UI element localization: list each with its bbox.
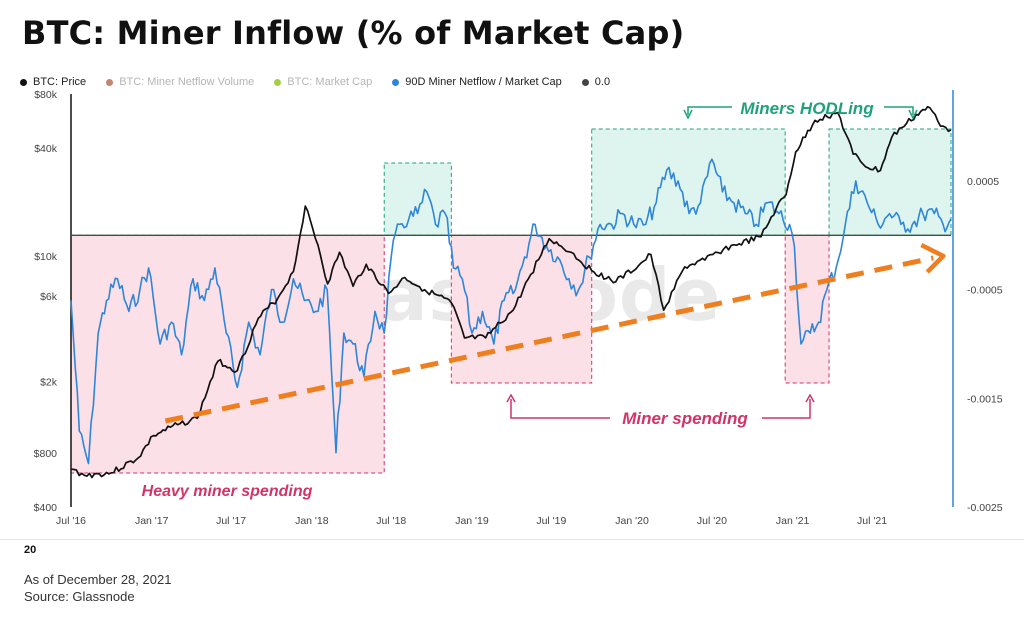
hodl-arrow-left	[683, 109, 693, 120]
spend-bracket-right	[762, 399, 811, 419]
x-tick-label: Jan '21	[776, 515, 810, 527]
x-tick-label: Jan '17	[135, 515, 169, 527]
legend-swatch	[274, 78, 282, 86]
x-tick-label: Jan '20	[615, 515, 649, 527]
x-tick-label: Jul '17	[216, 515, 246, 527]
trend-arrow-head	[920, 242, 946, 274]
price-series-line	[70, 105, 952, 479]
spend-bracket-left	[510, 399, 610, 419]
hodling-region	[591, 128, 786, 236]
spending-region	[450, 234, 593, 384]
x-tick-label: Jul '16	[56, 515, 86, 527]
hodl-bracket-left	[687, 106, 732, 115]
legend-label: BTC: Price	[33, 76, 87, 88]
hodling-region	[828, 128, 952, 236]
chart-plot: glassnode$80k$40k$10k$6k$2k$800$4000.000…	[34, 89, 1003, 527]
legend-item-miner-netflow-volume[interactable]: BTC: Miner Netflow Volume	[106, 76, 254, 88]
legend-swatch	[20, 78, 27, 86]
x-tick-label: Jan '19	[455, 515, 489, 527]
x-tick-label: Jul '21	[857, 515, 887, 527]
spending-label: Miner spending	[622, 409, 748, 428]
chart-title: BTC: Miner Inflow (% of Market Cap)	[22, 14, 685, 52]
legend-label: 90D Miner Netflow / Market Cap	[405, 76, 562, 88]
page-number: 20	[24, 544, 37, 556]
left-tick-label: $40k	[34, 143, 58, 155]
legend-label: BTC: Market Cap	[287, 76, 373, 88]
hodling-region	[383, 162, 452, 236]
x-tick-label: Jul '18	[376, 515, 406, 527]
legend-swatch	[392, 78, 400, 86]
legend-item-netflow-ratio[interactable]: 90D Miner Netflow / Market Cap	[392, 76, 562, 88]
legend-label: BTC: Miner Netflow Volume	[119, 76, 255, 88]
legend-item-market-cap[interactable]: BTC: Market Cap	[274, 76, 372, 88]
right-tick-label: -0.0015	[967, 393, 1003, 405]
spending-region	[70, 234, 385, 474]
footnote: As of December 28, 2021 Source: Glassnod…	[24, 571, 171, 605]
heavy-spending-label: Heavy miner spending	[142, 483, 313, 500]
right-tick-label: -0.0005	[967, 285, 1003, 297]
legend-swatch	[106, 78, 114, 86]
x-tick-label: Jul '19	[536, 515, 566, 527]
hodl-bracket-right	[884, 106, 914, 115]
netflow-series-line	[70, 158, 952, 465]
left-tick-label: $80k	[34, 89, 58, 101]
left-tick-label: $10k	[34, 251, 58, 263]
hodl-label: Miners HODLing	[740, 99, 874, 118]
right-tick-label: 0.0005	[967, 176, 999, 188]
left-tick-label: $400	[34, 502, 58, 514]
left-tick-label: $800	[34, 448, 58, 460]
trend-arrow-line	[164, 255, 934, 424]
chart-legend: BTC: Price BTC: Miner Netflow Volume BTC…	[20, 74, 630, 90]
spend-arrow-right	[805, 393, 815, 403]
as-of-date: As of December 28, 2021	[24, 572, 172, 587]
right-tick-label: -0.0025	[967, 502, 1003, 514]
hodl-arrow-right	[908, 109, 918, 120]
left-tick-label: $6k	[40, 291, 58, 303]
x-tick-label: Jan '18	[295, 515, 329, 527]
spend-arrow-left	[506, 393, 516, 403]
legend-swatch	[581, 78, 589, 86]
source-line: Source: Glassnode	[24, 589, 135, 604]
x-tick-label: Jul '20	[697, 515, 727, 527]
legend-item-price[interactable]: BTC: Price	[20, 76, 86, 88]
legend-label: 0.0	[594, 76, 611, 88]
divider	[0, 539, 1024, 540]
left-tick-label: $2k	[40, 377, 58, 389]
legend-item-zero-line[interactable]: 0.0	[581, 76, 611, 88]
